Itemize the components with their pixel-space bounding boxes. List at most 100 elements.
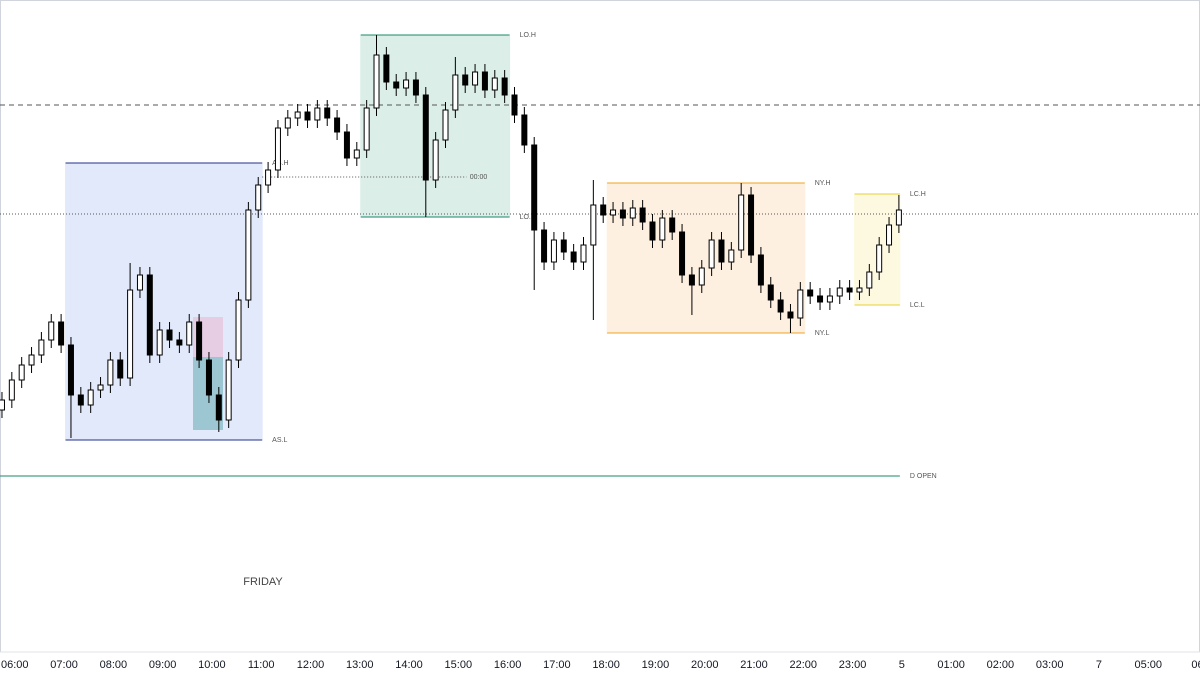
x-tick-label: 15:00	[445, 659, 473, 671]
candle-body	[817, 295, 824, 303]
x-tick-label: 01:00	[937, 659, 965, 671]
candle-body	[107, 359, 114, 386]
candle-body	[886, 224, 893, 246]
candle-body	[284, 117, 291, 129]
x-tick-label: 12:00	[297, 659, 325, 671]
candle-body	[77, 394, 84, 406]
x-tick-label: 03:00	[1036, 659, 1064, 671]
candle-body	[245, 209, 252, 301]
candle-body	[649, 221, 656, 241]
x-tick-label: 10:00	[198, 659, 226, 671]
candle-body	[629, 207, 636, 219]
session-box	[360, 34, 511, 218]
candle-body	[383, 54, 390, 83]
candle-body	[146, 274, 153, 356]
candle-body	[225, 359, 232, 421]
candle-body	[895, 209, 902, 226]
x-tick-label: 06:00	[1, 659, 29, 671]
candle-body	[58, 321, 65, 346]
candle-body	[196, 321, 203, 361]
candle-layer	[0, 35, 902, 438]
x-tick-label: 20:00	[691, 659, 719, 671]
session-high-label: NY.H	[815, 180, 831, 187]
candle-body	[698, 267, 705, 286]
session-low-label: NY.L	[815, 330, 830, 337]
candle-body	[531, 144, 538, 231]
x-tick-label: 08:00	[100, 659, 128, 671]
session-low-label: LO.L	[520, 214, 535, 221]
candle-body	[511, 94, 518, 116]
candle-body	[718, 239, 725, 263]
candle-body	[363, 107, 370, 151]
candle-body	[659, 217, 666, 241]
candle-body	[619, 209, 626, 219]
candle-body	[521, 114, 528, 146]
candle-body	[0, 399, 5, 411]
candle-body	[176, 339, 183, 346]
candle-body	[836, 287, 843, 297]
x-tick-label: 21:00	[740, 659, 768, 671]
x-tick-label: 06	[1191, 659, 1200, 671]
session-high-label: LO.H	[520, 32, 536, 39]
candle-body	[757, 254, 764, 286]
candle-body	[136, 274, 143, 291]
candle-body	[600, 204, 607, 216]
x-tick-label: 02:00	[987, 659, 1015, 671]
candle-body	[18, 364, 25, 381]
x-tick-label: 23:00	[839, 659, 867, 671]
x-tick-label: 11:00	[248, 659, 275, 671]
candle-body	[432, 139, 439, 181]
candle-body	[826, 295, 833, 303]
candle-body	[87, 389, 94, 406]
candle-body	[353, 149, 360, 159]
candle-body	[127, 289, 134, 379]
x-tick-label: 09:00	[149, 659, 177, 671]
candle-body	[787, 311, 794, 319]
candle-body	[846, 287, 853, 293]
candle-body	[412, 79, 419, 96]
candle-body	[28, 354, 35, 366]
candle-body	[304, 111, 311, 121]
candle-body	[462, 74, 469, 86]
candle-body	[738, 194, 745, 251]
candle-body	[314, 107, 321, 121]
candle-body	[472, 71, 479, 86]
candle-body	[117, 359, 124, 379]
candle-body	[748, 194, 755, 256]
x-tick-label: 07:00	[50, 659, 78, 671]
session-box	[65, 162, 263, 441]
session-high-label: LC.H	[910, 191, 926, 198]
candle-body	[669, 217, 676, 233]
session-low-label: AS.L	[272, 437, 287, 444]
session-low-label: LC.L	[910, 302, 925, 309]
x-tick-label: 19:00	[642, 659, 670, 671]
candle-body	[373, 54, 380, 109]
candle-body	[688, 274, 695, 286]
x-tick-label: 22:00	[790, 659, 818, 671]
annotation-text: 00:00	[470, 174, 488, 181]
x-tick-label: 5	[899, 659, 905, 671]
time-axis-labels: 06:00 07:00 08:00 09:00 10:00 11:00 12:00 13:00…	[1, 659, 1200, 671]
candle-body	[334, 117, 341, 133]
candle-body	[541, 229, 548, 263]
candle-body	[422, 94, 429, 181]
candle-body	[67, 344, 74, 396]
candle-body	[728, 249, 735, 263]
time-axis	[0, 652, 1200, 678]
candle-body	[491, 77, 498, 91]
candle-body	[550, 239, 557, 263]
x-tick-label: 16:00	[494, 659, 522, 671]
candle-body	[560, 239, 567, 253]
x-tick-label: 13:00	[346, 659, 374, 671]
candle-body	[215, 394, 222, 421]
candle-body	[777, 299, 784, 313]
x-tick-label: 18:00	[592, 659, 620, 671]
x-tick-label: 7	[1096, 659, 1102, 671]
candle-body	[767, 284, 774, 301]
candle-body	[294, 111, 301, 119]
candle-body	[8, 379, 15, 401]
candle-body	[442, 109, 449, 141]
candle-body	[48, 321, 55, 341]
candle-body	[708, 239, 715, 269]
